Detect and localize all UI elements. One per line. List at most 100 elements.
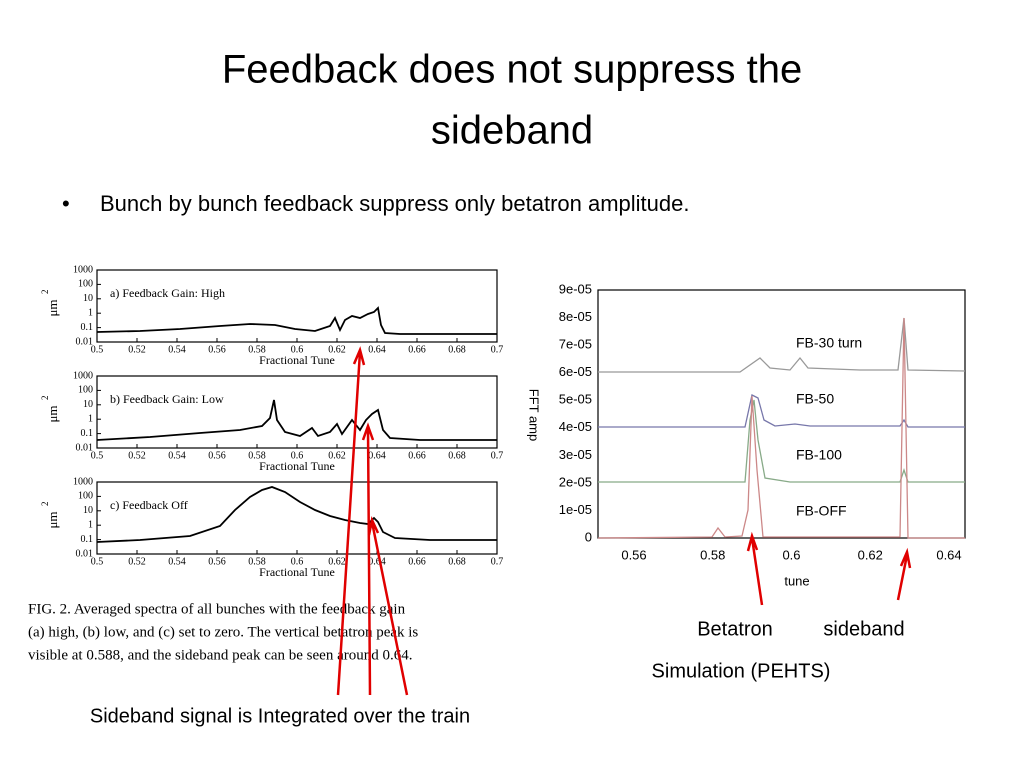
x-tick-label: 0.5	[91, 556, 104, 567]
panel-label: a) Feedback Gain: High	[110, 286, 225, 300]
bullet: Bunch by bunch feedback suppress only be…	[100, 191, 690, 216]
annotation: Simulation (PEHTS)	[652, 660, 831, 682]
y-tick-label: 10	[83, 399, 93, 410]
x-tick-label: 0.62	[328, 556, 346, 567]
x-tick-label: 0.54	[168, 450, 186, 461]
y-axis-label: μm	[45, 405, 60, 422]
x-tick-label: 0.62	[858, 547, 883, 562]
frame	[96, 481, 498, 555]
right-plot: 9e-05 8e-05 7e-05 6e-05 5e-05 4e-05 3e-05 2e-05…	[527, 281, 966, 588]
caption: visible at 0.588, and the sideband peak …	[28, 647, 412, 663]
series-label: FB-100	[796, 447, 842, 463]
y-axis-label: μm	[45, 299, 60, 316]
y-tick-label: 1e-05	[559, 502, 592, 517]
y-tick-label: 1	[88, 307, 93, 318]
panel-label: b) Feedback Gain: Low	[110, 392, 224, 406]
x-tick-label: 0.54	[168, 556, 186, 567]
y-tick-label: 0	[585, 529, 592, 544]
x-tick-label: 0.68	[448, 556, 466, 567]
curve	[96, 399, 497, 441]
y-tick-label: 5e-05	[559, 392, 592, 407]
x-axis-label: Fractional Tune	[259, 565, 335, 579]
x-tick-label: 0.52	[128, 556, 146, 567]
y-tick-label: 8e-05	[559, 309, 592, 324]
x-tick-label: 0.62	[328, 344, 346, 355]
x-tick-label: 0.66	[408, 344, 426, 355]
x-tick-label: 0.56	[208, 556, 226, 567]
y-tick-label: 0.1	[81, 322, 94, 333]
curve	[598, 394, 965, 428]
arrow	[896, 547, 912, 601]
y-tick-label: 0.01	[76, 442, 94, 453]
annotation: Sideband signal is Integrated over the t…	[90, 705, 470, 727]
caption: (a) high, (b) low, and (c) set to zero. …	[28, 624, 418, 640]
x-tick-label: 0.58	[700, 547, 725, 562]
x-tick-label: 0.7	[491, 556, 504, 567]
y-tick-label: 1000	[73, 370, 93, 381]
curve	[598, 399, 965, 483]
x-tick-label: 0.64	[936, 547, 961, 562]
x-tick-label: 0.64	[368, 450, 386, 461]
y-tick-label: 4e-05	[559, 419, 592, 434]
series-label: FB-50	[796, 391, 834, 407]
x-tick-label: 0.52	[128, 344, 146, 355]
y-tick-label: 1000	[73, 264, 93, 275]
frame	[96, 269, 498, 343]
x-tick-label: 0.66	[408, 450, 426, 461]
x-tick-label: 0.56	[208, 344, 226, 355]
x-tick-label: 0.62	[328, 450, 346, 461]
y-tick-label: 1	[88, 413, 93, 424]
x-tick-label: 0.56	[208, 450, 226, 461]
annotation: Betatron	[697, 618, 773, 640]
y-tick-label: 2e-05	[559, 474, 592, 489]
y-tick-label: 0.1	[81, 534, 94, 545]
curve	[597, 317, 965, 539]
panel-label: c) Feedback Off	[110, 498, 188, 512]
y-tick-label: 1000	[73, 476, 93, 487]
x-tick-label: 0.7	[491, 450, 504, 461]
y-tick-label: 1	[88, 519, 93, 530]
y-axis-label-sup: 2	[40, 290, 50, 295]
x-tick-label: 0.52	[128, 450, 146, 461]
x-tick-label: 0.54	[168, 344, 186, 355]
curve	[96, 306, 497, 335]
y-tick-label: 0.01	[76, 336, 94, 347]
y-axis-label: FFT amp	[527, 389, 542, 442]
x-tick-label: 0.6	[291, 556, 304, 567]
series-label: FB-OFF	[796, 503, 847, 519]
x-tick-label: 0.58	[248, 556, 266, 567]
arrow	[367, 515, 409, 696]
curve	[96, 486, 497, 543]
x-tick-label: 0.64	[368, 556, 386, 567]
x-tick-label: 0.68	[448, 344, 466, 355]
frame	[597, 289, 966, 539]
x-tick-label: 0.58	[248, 450, 266, 461]
x-tick-label: 0.7	[491, 344, 504, 355]
x-tick-label: 0.68	[448, 450, 466, 461]
bullet-dot: •	[62, 191, 70, 216]
arrow	[361, 422, 375, 696]
x-tick-label: 0.5	[91, 450, 104, 461]
title: sideband	[431, 109, 593, 153]
y-tick-label: 100	[78, 385, 93, 396]
x-tick-label: 0.66	[408, 556, 426, 567]
title: Feedback does not suppress the	[222, 48, 802, 92]
y-tick-label: 10	[83, 293, 93, 304]
arrow	[746, 531, 764, 606]
caption: FIG. 2. Averaged spectra of all bunches …	[28, 601, 406, 617]
y-axis-label: μm	[45, 511, 60, 528]
y-tick-label: 3e-05	[559, 447, 592, 462]
x-tick-label: 0.6	[291, 344, 304, 355]
x-tick-label: 0.58	[248, 344, 266, 355]
y-tick-label: 0.1	[81, 428, 94, 439]
x-tick-label: 0.6	[291, 450, 304, 461]
x-tick-label: 0.56	[621, 547, 646, 562]
left-plots: a) Feedback Gain: High10001001010.10.010…	[40, 264, 503, 578]
x-axis-label: Fractional Tune	[259, 353, 335, 367]
y-axis-label-sup: 2	[40, 396, 50, 401]
x-axis-label: tune	[784, 573, 809, 588]
y-axis-label-sup: 2	[40, 502, 50, 507]
x-axis-label: Fractional Tune	[259, 459, 335, 473]
y-tick-label: 0.01	[76, 548, 94, 559]
series-label: FB-30 turn	[796, 335, 862, 351]
